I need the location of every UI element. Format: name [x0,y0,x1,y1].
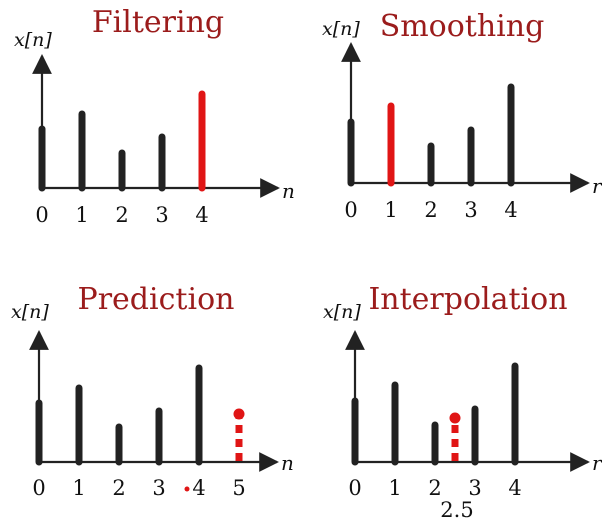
tick-label: 4 [504,198,517,222]
tick-label: 2 [112,476,125,500]
panel-title: Filtering [92,5,224,40]
tick-label: 4 [508,476,521,500]
stray-dot [184,486,190,492]
y-axis-label: x[n] [322,18,360,40]
tick-label: 1 [72,476,85,500]
tick-label: 2 [424,198,437,222]
stem-head [449,412,461,424]
tick-label: 3 [468,476,481,500]
tick-label: 1 [388,476,401,500]
panel-title: Interpolation [368,282,567,317]
tick-label-extra: 2.5 [440,498,473,518]
tick-label: 3 [152,476,165,500]
panel-prediction: Prediction x[n] n 0 1 2 3 4 5 [11,282,294,500]
panel-filtering: Filtering x[n] n 0 1 2 3 4 [14,5,295,227]
tick-label: 4 [195,203,208,227]
panel-title: Smoothing [380,9,545,44]
tick-label: 1 [384,198,397,222]
x-axis-label: r [592,451,602,475]
x-axis-label: n [281,451,294,475]
x-axis-label: r [592,174,602,198]
tick-label: 3 [155,203,168,227]
panel-interpolation: Interpolation x[n] r 0 1 2 3 4 2.5 [323,282,602,518]
tick-label: 4 [192,476,205,500]
tick-label: 5 [232,476,245,500]
tick-label: 2 [428,476,441,500]
x-axis-label: n [282,179,295,203]
y-axis-label: x[n] [11,301,49,323]
tick-label: 0 [344,198,357,222]
panel-title: Prediction [78,282,235,317]
tick-label: 0 [35,203,48,227]
panel-smoothing: Smoothing x[n] r 0 1 2 3 4 [322,9,602,222]
tick-label: 0 [32,476,45,500]
y-axis-label: x[n] [323,301,361,323]
tick-label: 3 [464,198,477,222]
tick-label: 2 [115,203,128,227]
stem-head [233,408,245,420]
y-axis-label: x[n] [14,29,52,51]
tick-label: 1 [75,203,88,227]
tick-label: 0 [348,476,361,500]
